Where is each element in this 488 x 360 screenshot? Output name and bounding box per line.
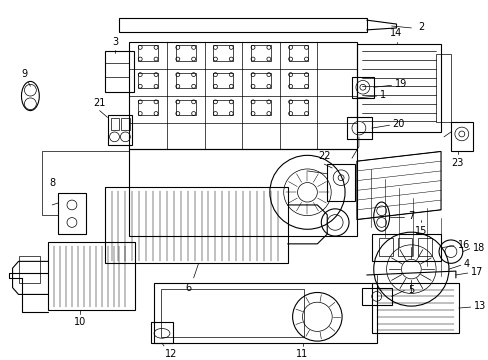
Text: 3: 3 — [112, 37, 118, 48]
Bar — [417, 238, 431, 256]
Bar — [371, 234, 440, 261]
Bar — [121, 118, 130, 130]
Text: 9: 9 — [21, 68, 27, 78]
Bar — [288, 100, 308, 116]
Text: 6: 6 — [185, 283, 191, 293]
Text: 2: 2 — [417, 22, 424, 32]
Bar — [104, 51, 134, 92]
Bar — [151, 322, 173, 343]
Bar — [250, 100, 270, 116]
Bar — [107, 116, 132, 145]
Bar — [435, 54, 450, 122]
Bar — [213, 73, 233, 88]
Text: 11: 11 — [296, 349, 308, 359]
Text: 10: 10 — [74, 317, 86, 327]
Text: 5: 5 — [407, 284, 414, 294]
Text: 18: 18 — [472, 243, 484, 253]
Bar — [110, 118, 119, 130]
Bar — [326, 164, 354, 201]
Bar — [129, 149, 356, 236]
Text: 8: 8 — [49, 179, 55, 188]
Bar — [213, 100, 233, 116]
Text: 12: 12 — [164, 349, 177, 359]
Text: 15: 15 — [414, 226, 427, 237]
Text: 13: 13 — [473, 301, 485, 311]
Text: 16: 16 — [457, 240, 469, 250]
Bar — [346, 117, 371, 139]
Bar — [213, 45, 233, 61]
Text: 14: 14 — [389, 28, 402, 38]
Bar — [250, 73, 270, 88]
Bar — [450, 122, 472, 152]
Text: 4: 4 — [463, 259, 469, 269]
Bar — [129, 41, 356, 149]
Bar — [176, 73, 195, 88]
Bar — [176, 100, 195, 116]
Bar — [356, 45, 440, 132]
Bar — [371, 283, 458, 333]
Text: 7: 7 — [407, 211, 414, 221]
Bar — [288, 73, 308, 88]
Bar — [138, 73, 158, 88]
Text: 21: 21 — [93, 98, 105, 108]
Bar — [250, 45, 270, 61]
Bar — [19, 256, 40, 283]
Bar — [138, 45, 158, 61]
Bar — [398, 238, 411, 256]
Bar — [351, 77, 373, 98]
Text: 22: 22 — [317, 151, 330, 161]
Bar — [161, 289, 304, 337]
Bar — [361, 288, 391, 305]
Text: 19: 19 — [394, 79, 406, 89]
Bar — [104, 188, 287, 263]
Text: 23: 23 — [451, 158, 463, 168]
Bar — [58, 193, 85, 234]
Bar — [154, 283, 376, 343]
Text: 17: 17 — [470, 267, 482, 277]
Bar — [288, 45, 308, 61]
Text: 20: 20 — [392, 119, 404, 129]
Text: 1: 1 — [379, 90, 385, 100]
Bar — [48, 242, 135, 310]
Bar — [176, 45, 195, 61]
Bar — [138, 100, 158, 116]
Bar — [378, 238, 392, 256]
